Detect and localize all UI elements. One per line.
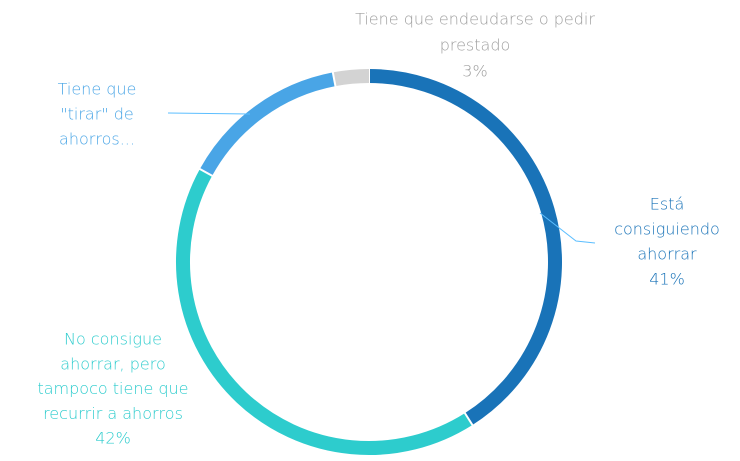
segment-label: recurrir a ahorros	[43, 404, 183, 423]
segment-label: Está	[650, 195, 685, 214]
segment-label: tampoco tiene que	[37, 379, 188, 398]
donut-segment	[368, 69, 562, 425]
segment-label: "tirar" de	[60, 105, 133, 124]
donut-segment	[176, 169, 473, 455]
donut-segment	[199, 72, 336, 176]
segment-label: prestado	[440, 36, 511, 55]
value-label: 3%	[462, 62, 487, 81]
leader-line	[539, 212, 596, 244]
segment-label: consiguiendo	[614, 220, 720, 239]
segment-label: No consigue	[64, 330, 162, 349]
donut-segment	[332, 69, 370, 87]
ring-separator	[193, 164, 219, 181]
segment-label: ahorros...	[59, 130, 135, 149]
ring-separator	[330, 65, 338, 94]
ring-separator	[460, 406, 478, 432]
value-label: 42%	[95, 429, 131, 448]
leader-line	[167, 112, 251, 115]
segment-label: ahorrar	[637, 245, 697, 264]
value-label: 41%	[649, 270, 685, 289]
segment-label: Tiene que endeudarse o pedir	[355, 10, 595, 29]
segment-label: Tiene que	[58, 80, 137, 99]
segment-label: ahorrar, pero	[60, 354, 165, 373]
